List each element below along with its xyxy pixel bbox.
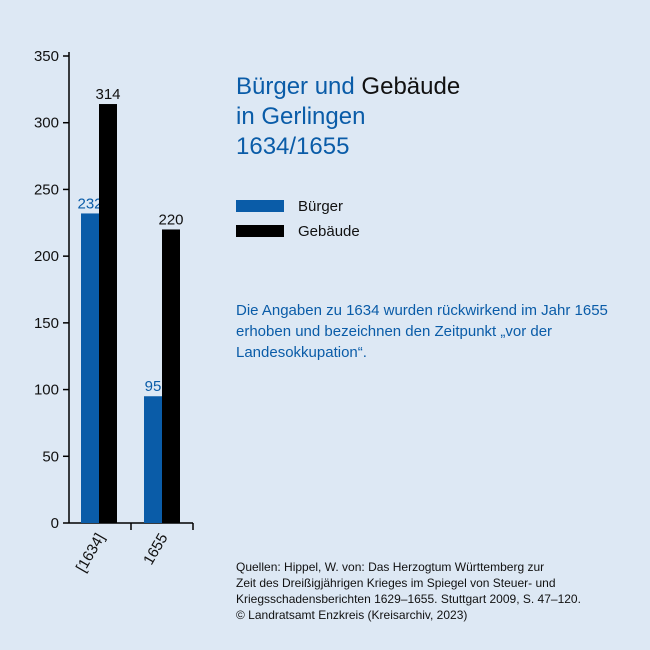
y-tick-label: 150 [34,315,59,332]
y-tick-label: 50 [42,448,59,465]
legend-item-gebaeude: Gebäude [236,221,360,241]
source-line: Quellen: Hippel, W. von: Das Herzogtum W… [236,560,545,574]
chart-note: Die Angaben zu 1634 wurden rückwirkend i… [236,302,608,361]
legend: Bürger Gebäude [236,196,360,246]
data-label: 314 [95,86,120,103]
bar-gebaeude [99,104,117,523]
chart-title: Bürger und Gebäude in Gerlingen 1634/165… [236,72,460,162]
title-line2: in Gerlingen [236,103,366,130]
title-line3: 1634/1655 [236,133,350,160]
data-label: 95 [145,378,162,395]
y-tick-label: 100 [34,382,59,399]
title-part2: Gebäude [361,73,461,100]
sources: Quellen: Hippel, W. von: Das Herzogtum W… [236,559,636,623]
copyright-line: © Landratsamt Enzkreis (Kreisarchiv, 202… [236,608,468,622]
legend-label-gebaeude: Gebäude [298,222,360,240]
legend-item-buerger: Bürger [236,196,360,216]
title-part1: Bürger und [236,73,355,100]
bar-buerger [81,213,99,523]
y-tick-label: 200 [34,248,59,265]
bar-buerger [144,396,162,523]
y-tick-label: 250 [34,181,59,198]
legend-swatch-gebaeude [236,225,284,237]
data-label: 232 [77,195,102,212]
bar-gebaeude [162,229,180,523]
legend-label-buerger: Bürger [298,197,344,215]
x-tick-label: 1655 [140,531,171,568]
y-tick-label: 300 [34,115,59,132]
source-line: Zeit des Dreißigjährigen Krieges im Spie… [236,576,556,590]
source-line: Kriegsschadensberichten 1629–1655. Stutt… [236,592,581,606]
data-label: 220 [158,211,183,228]
y-tick-label: 0 [51,515,59,532]
legend-swatch-buerger [236,200,284,212]
y-tick-label: 350 [34,48,59,65]
x-tick-label: [1634] [73,531,109,576]
